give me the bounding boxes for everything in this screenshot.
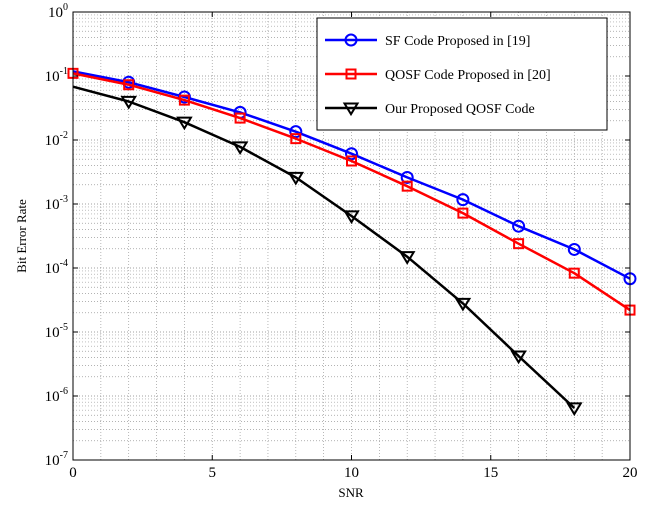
data-point bbox=[289, 125, 303, 139]
legend-label: QOSF Code Proposed in [20] bbox=[385, 68, 551, 83]
data-point bbox=[234, 112, 246, 124]
data-point bbox=[123, 79, 135, 91]
data-point bbox=[287, 171, 305, 186]
data-point bbox=[567, 242, 581, 256]
data-point bbox=[178, 94, 190, 106]
data-point bbox=[512, 219, 526, 233]
x-tick-label: 20 bbox=[623, 465, 638, 481]
ticks: 0 5 10 15 20 100 10-1 10-2 10-3 10-4 10-5 10-6 10-7 bbox=[45, 2, 638, 481]
legend-entry: Our Proposed QOSF Code bbox=[325, 102, 535, 117]
data-point bbox=[345, 147, 358, 161]
data-point bbox=[566, 402, 583, 417]
legend-entry: SF Code Proposed in [19] bbox=[325, 33, 530, 49]
y-tick-label: 10-1 bbox=[45, 66, 68, 85]
series-1 bbox=[72, 70, 637, 286]
series-2 bbox=[67, 67, 636, 316]
data-point bbox=[401, 180, 413, 192]
y-tick-label: 10-3 bbox=[45, 194, 68, 213]
data-point bbox=[457, 207, 469, 219]
data-point bbox=[400, 170, 414, 184]
data-point bbox=[176, 116, 193, 131]
series-line bbox=[72, 72, 631, 312]
legend: SF Code Proposed in [19] QOSF Code Propos… bbox=[316, 17, 608, 131]
x-axis-label: SNR bbox=[338, 485, 364, 500]
legend-entry: QOSF Code Proposed in [20] bbox=[325, 68, 551, 83]
data-point bbox=[120, 95, 137, 110]
series-line bbox=[72, 70, 631, 280]
legend-label: SF Code Proposed in [19] bbox=[385, 34, 530, 49]
series-line bbox=[72, 85, 576, 409]
data-point bbox=[454, 297, 472, 312]
data-point bbox=[513, 238, 525, 250]
y-tick-label: 10-6 bbox=[45, 386, 68, 405]
legend-marker bbox=[345, 68, 357, 80]
data-point bbox=[343, 210, 360, 225]
data-point bbox=[456, 193, 470, 207]
y-tick-label: 10-4 bbox=[45, 258, 68, 277]
y-tick-label: 100 bbox=[48, 2, 68, 21]
y-tick-label: 10-5 bbox=[45, 322, 68, 341]
legend-label: Our Proposed QOSF Code bbox=[385, 102, 535, 117]
series-3 bbox=[72, 85, 583, 417]
data-point bbox=[290, 133, 302, 145]
data-point bbox=[346, 155, 357, 167]
y-axis-label: Bit Error Rate bbox=[14, 199, 29, 273]
y-tick-label: 10-2 bbox=[45, 130, 68, 149]
x-tick-label: 15 bbox=[483, 465, 498, 481]
x-tick-label: 5 bbox=[209, 465, 217, 481]
x-tick-label: 10 bbox=[344, 465, 359, 481]
x-tick-label: 0 bbox=[69, 465, 77, 481]
data-point bbox=[231, 141, 249, 156]
data-point bbox=[510, 350, 527, 365]
series-layer bbox=[67, 67, 637, 417]
data-point bbox=[568, 267, 580, 279]
data-point bbox=[398, 251, 416, 265]
legend-marker bbox=[344, 33, 358, 47]
y-tick-label: 10-7 bbox=[45, 450, 68, 469]
legend-marker bbox=[342, 102, 360, 117]
